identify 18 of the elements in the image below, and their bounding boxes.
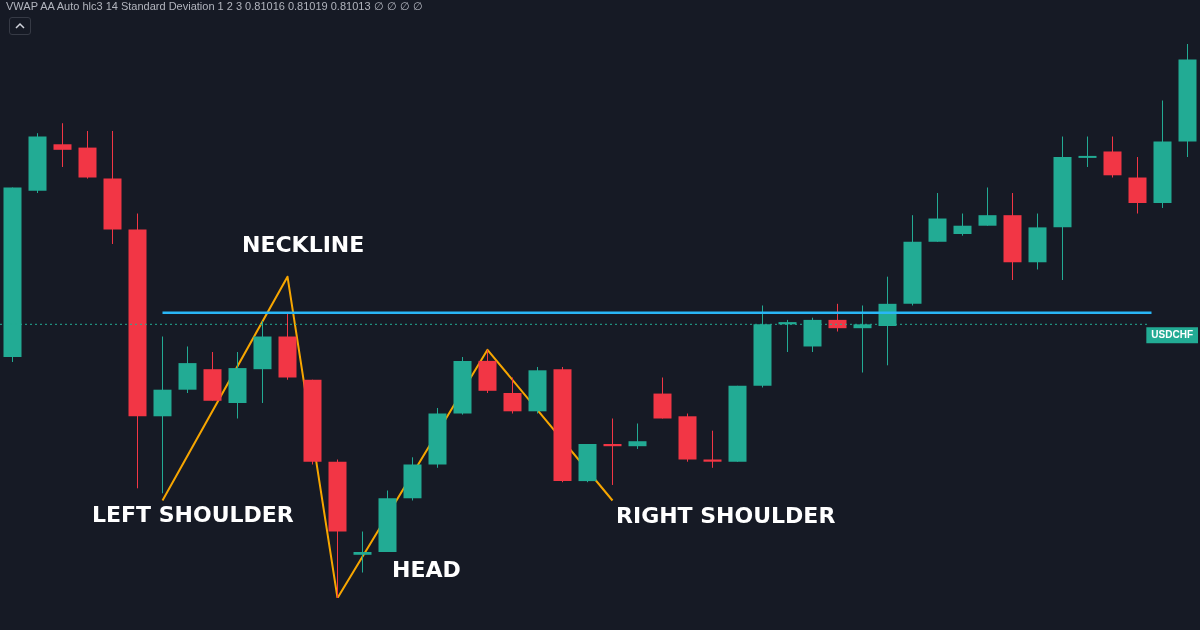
candlestick	[703, 430, 722, 469]
candlestick	[1078, 136, 1097, 168]
annotation: LEFT SHOULDER	[92, 501, 294, 527]
annotation: HEAD	[392, 556, 461, 582]
chart-title: VWAP AA Auto hlc3 14 Standard Deviation 1 2 3 0.81016 0.81019 0.81013 ∅ ∅ ∅ ∅	[6, 0, 423, 13]
ref-line-label: NECKLINE	[242, 232, 365, 258]
candlestick	[1103, 136, 1122, 179]
candlestick	[53, 122, 72, 168]
candlestick	[353, 531, 372, 574]
ref-line-label: USDCHF	[1151, 329, 1194, 341]
candlestick	[503, 377, 522, 415]
candlestick	[603, 418, 622, 486]
candlestick	[953, 213, 972, 237]
candlestick	[628, 422, 647, 450]
candlestick	[828, 303, 847, 333]
candlestick	[978, 186, 997, 227]
annotation: RIGHT SHOULDER	[616, 502, 836, 528]
candlestick	[928, 192, 947, 243]
